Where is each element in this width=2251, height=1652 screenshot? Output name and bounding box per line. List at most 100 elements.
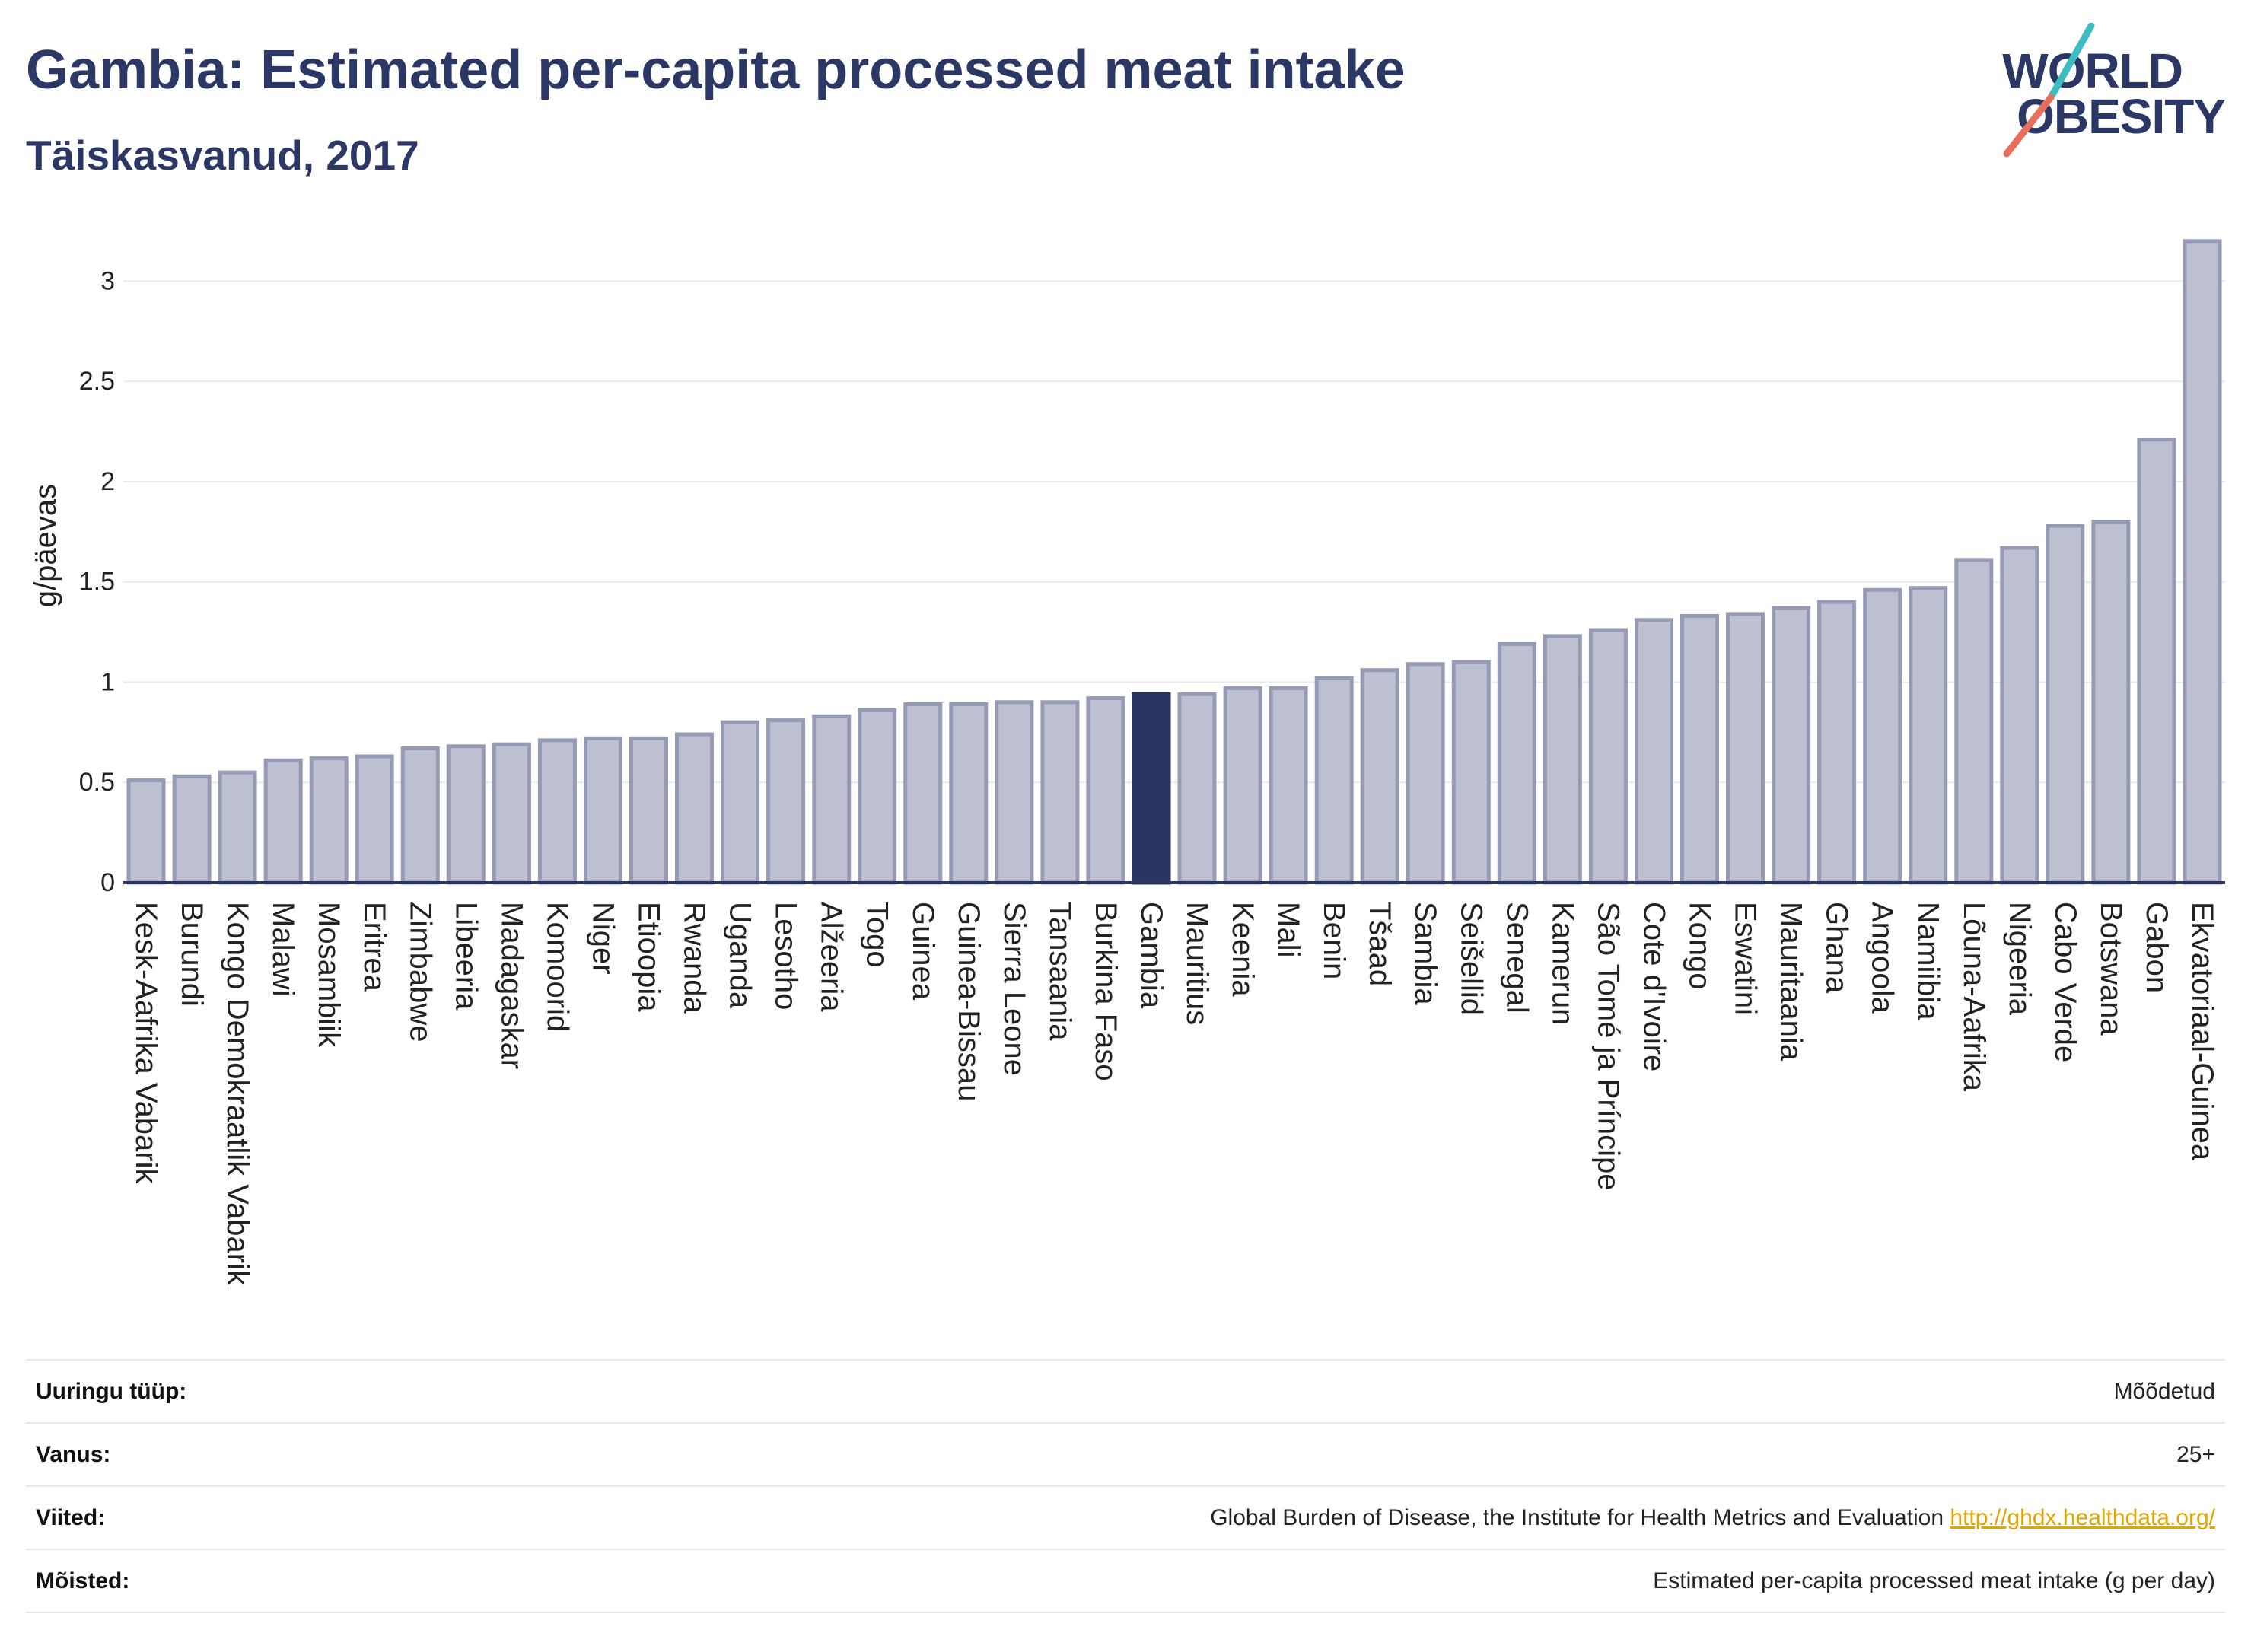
x-tick-label-burundi: Burundi	[175, 902, 209, 1007]
info-row-survey-type: Uuringu tüüp: Mõõdetud	[26, 1359, 2225, 1422]
survey-type-value: Mõõdetud	[2113, 1378, 2215, 1404]
bar-guinea-bissau	[949, 702, 989, 885]
x-tick-label-mali: Mali	[1272, 902, 1305, 957]
bar-burkina-faso	[1086, 696, 1126, 885]
x-tick-label-keenia: Keenia	[1226, 902, 1259, 997]
bar-burundi	[172, 774, 212, 885]
definitions-label: Mõisted:	[36, 1568, 130, 1593]
logo-slash-teal	[2047, 23, 2095, 101]
bar-komoorid	[537, 738, 577, 885]
x-tick-label-sao-tome-ja-principe: São Tomé ja Príncipe	[1591, 902, 1625, 1190]
x-tick-label-kamerun: Kamerun	[1546, 902, 1579, 1025]
x-tick-label-madagaskar: Madagaskar	[495, 902, 528, 1069]
x-tick-label-alzeeria: Alžeeria	[815, 902, 849, 1012]
references-label: Viited:	[36, 1504, 106, 1530]
bar-uganda	[721, 720, 760, 885]
bar-benin	[1314, 676, 1354, 885]
x-tick-label-gabon: Gabon	[2140, 902, 2173, 993]
x-tick-label-guinea: Guinea	[906, 902, 940, 1001]
bar-niger	[584, 736, 622, 885]
age-value: 25+	[2176, 1441, 2215, 1467]
x-tick-label-ekvatoriaal-guinea: Ekvatoriaal-Guinea	[2186, 902, 2219, 1161]
bar-malawi	[263, 758, 303, 885]
x-tick-label-burkina-faso: Burkina Faso	[1089, 902, 1122, 1081]
y-tick-label: 2.5	[79, 367, 115, 396]
x-tick-label-kesk-aafrika-vabarik: Kesk-Aafrika Vabarik	[129, 902, 163, 1185]
x-tick-label-komoorid: Komoorid	[540, 902, 574, 1032]
x-tick-label-libeeria: Libeeria	[449, 902, 482, 1011]
bar-sao-tome-ja-principe	[1588, 628, 1628, 885]
y-axis-ticks: 0 0.5 1 1.5 2 2.5 3	[79, 266, 115, 897]
x-tick-label-nigeeria: Nigeeria	[2003, 902, 2036, 1016]
bar-gambia	[1132, 692, 1171, 885]
x-tick-label-mosambiik: Mosambiik	[312, 902, 345, 1048]
bar-botswana	[2091, 520, 2131, 885]
x-tick-label-sambia: Sambia	[1409, 902, 1442, 1005]
bar-cabo-verde	[2046, 524, 2085, 885]
logo-slash-coral	[2003, 94, 2055, 158]
x-tick-label-etioopia: Etioopia	[632, 902, 666, 1012]
bar-mali	[1269, 686, 1308, 885]
y-tick-label: 0.5	[79, 768, 115, 797]
bar-guinea	[903, 702, 943, 885]
x-tick-label-sierra-leone: Sierra Leone	[998, 902, 1031, 1076]
info-table: Uuringu tüüp: Mõõdetud Vanus: 25+ Viited…	[26, 1359, 2225, 1613]
x-tick-label-cote-d-ivoire: Cote d'Ivoire	[1638, 902, 1671, 1071]
y-tick-label: 0	[100, 868, 115, 897]
x-tick-label-eswatini: Eswatini	[1729, 902, 1762, 1015]
references-link[interactable]: http://ghdx.healthdata.org/	[1950, 1504, 2215, 1530]
bar-madagaskar	[492, 742, 531, 885]
x-tick-label-niger: Niger	[587, 902, 620, 975]
bar-kesk-aafrika-vabarik	[126, 778, 166, 885]
bar-namiibia	[1909, 586, 1948, 885]
y-tick-label: 3	[100, 266, 115, 295]
bar-nigeeria	[2000, 546, 2039, 885]
bar-eritrea	[355, 754, 394, 885]
logo-slash-icon	[2003, 23, 2095, 158]
bar-tansaania	[1040, 700, 1080, 885]
bars	[126, 239, 2222, 885]
bar-angoola	[1863, 587, 1902, 885]
x-tick-label-eritrea: Eritrea	[358, 902, 391, 992]
bar-gabon	[2137, 438, 2176, 885]
x-tick-label-cabo-verde: Cabo Verde	[2049, 902, 2082, 1062]
info-row-age: Vanus: 25+	[26, 1422, 2225, 1485]
bar-ekvatoriaal-guinea	[2183, 239, 2222, 885]
bar-eswatini	[1726, 612, 1765, 885]
x-tick-label-malawi: Malawi	[266, 902, 300, 996]
x-tick-label-louna-aafrika: Lõuna-Aafrika	[1957, 902, 1991, 1092]
bar-zimbabwe	[400, 746, 440, 885]
x-tick-label-mauritaania: Mauritaania	[1775, 902, 1808, 1062]
x-tick-label-zimbabwe: Zimbabwe	[403, 902, 437, 1042]
x-tick-label-tansaania: Tansaania	[1043, 902, 1077, 1041]
bar-mauritius	[1177, 692, 1217, 885]
x-tick-label-seisellid: Seišellid	[1454, 902, 1488, 1015]
x-tick-label-mauritius: Mauritius	[1180, 902, 1214, 1025]
x-tick-label-uganda: Uganda	[724, 902, 757, 1009]
age-label: Vanus:	[36, 1441, 111, 1467]
x-tick-label-guinea-bissau: Guinea-Bissau	[952, 902, 985, 1101]
info-row-references: Viited: Global Burden of Disease, the In…	[26, 1485, 2225, 1549]
bar-louna-aafrika	[1954, 558, 1994, 885]
bar-etioopia	[629, 736, 668, 885]
survey-type-label: Uuringu tüüp:	[36, 1378, 187, 1404]
x-tick-label-rwanda: Rwanda	[678, 902, 712, 1014]
y-tick-label: 1.5	[79, 568, 115, 597]
references-text: Global Burden of Disease, the Institute …	[1210, 1504, 1944, 1530]
bar-sambia	[1406, 662, 1445, 885]
bar-lesotho	[766, 718, 806, 885]
bar-chart: 0 0.5 1 1.5 2 2.5 3 Kesk-Aafrika Vabarik Burund…	[29, 239, 2225, 1286]
x-tick-label-senegal: Senegal	[1500, 902, 1533, 1014]
y-tick-label: 1	[100, 667, 115, 696]
bar-kamerun	[1543, 634, 1582, 885]
info-row-definitions: Mõisted: Estimated per-capita processed …	[26, 1549, 2225, 1612]
bar-kongo-demokraatlik-vabarik	[218, 770, 257, 885]
bar-keenia	[1223, 686, 1262, 885]
x-tick-label-lesotho: Lesotho	[769, 902, 803, 1010]
bar-ghana	[1817, 600, 1857, 885]
y-tick-label: 2	[100, 467, 115, 496]
x-tick-label-namiibia: Namiibia	[1912, 902, 1945, 1020]
bar-sierra-leone	[995, 700, 1034, 885]
x-tick-label-ghana: Ghana	[1820, 902, 1854, 994]
x-tick-label-kongo: Kongo	[1683, 902, 1717, 990]
